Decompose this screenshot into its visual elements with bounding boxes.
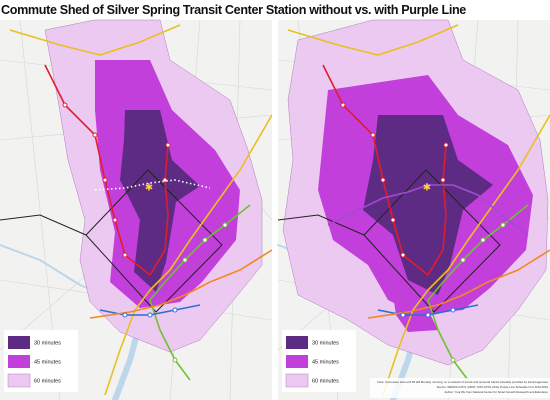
legend-label: 30 minutes [312, 340, 339, 346]
legend-label: 45 minutes [34, 359, 61, 365]
svg-text:✱: ✱ [145, 183, 153, 194]
map-with-purple-line: ✱ 30 minutes 45 minutes 60 minutes [278, 20, 550, 400]
legend-label: 30 minutes [34, 340, 61, 346]
footnote: Author: Yuqi Wu from National Center for… [444, 390, 548, 394]
svg-text:✱: ✱ [423, 183, 431, 194]
legend: 30 minutes 45 minutes 60 minutes [3, 329, 79, 393]
legend-label: 45 minutes [312, 359, 339, 365]
legend-label: 60 minutes [34, 378, 61, 384]
legend-label: 60 minutes [312, 378, 339, 384]
legend: 30 minutes 45 minutes 60 minutes [281, 329, 357, 393]
footnote: Source: WMATA GTFS, DDOT, MTA GTFS 2019,… [437, 385, 549, 389]
footnote: Note: Commutes start at 8:00 AM Monday m… [377, 380, 548, 384]
title: Commute Shed of Silver Spring Transit Ce… [1, 3, 466, 17]
map-without-purple-line: ✱ 30 minutes 45 minutes 60 minutes [0, 20, 272, 400]
